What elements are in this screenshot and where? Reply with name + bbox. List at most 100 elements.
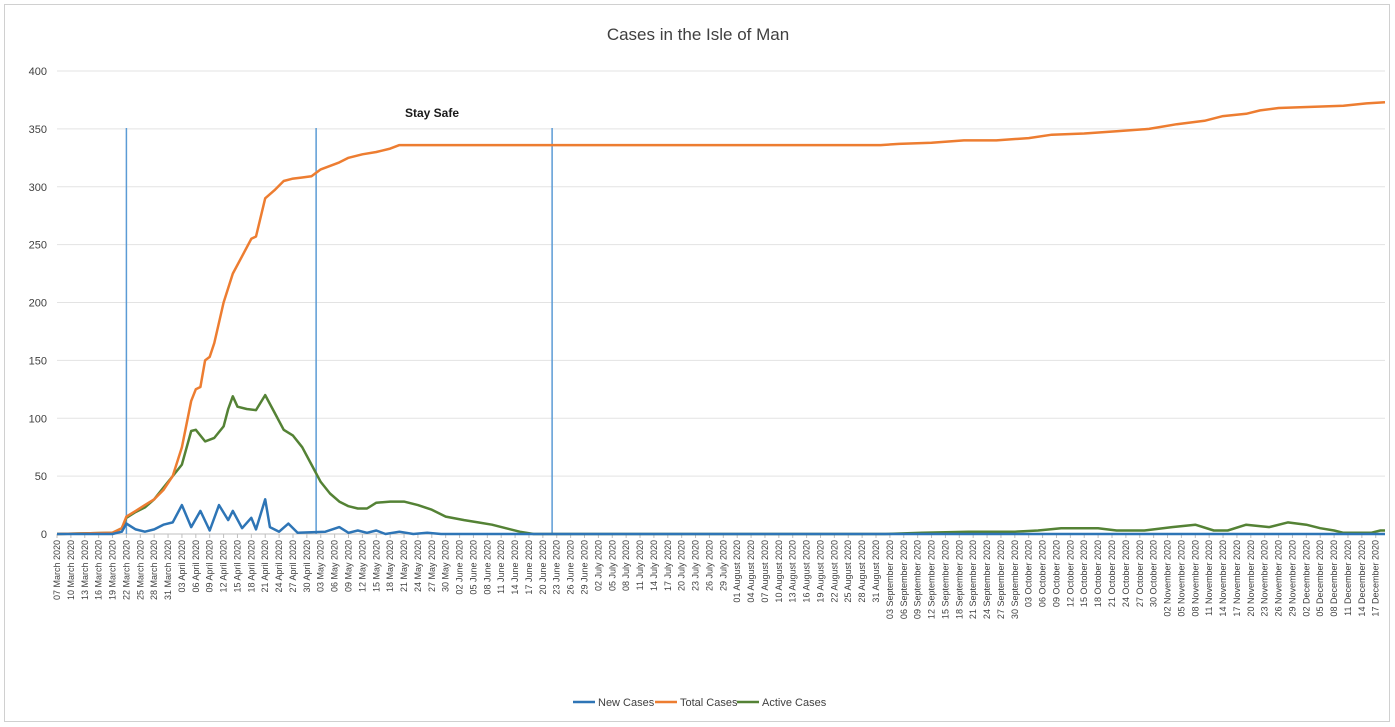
x-tick-label: 14 June 2020 (510, 540, 520, 595)
x-tick-label: 25 March 2020 (135, 540, 145, 600)
x-tick-label: 14 December 2020 (1357, 540, 1367, 617)
x-tick-label: 10 March 2020 (66, 540, 76, 600)
x-tick-label: 13 August 2020 (788, 540, 798, 603)
x-tick-label: 15 September 2020 (940, 540, 950, 619)
x-tick-label: 08 November 2020 (1190, 540, 1200, 617)
x-tick-label: 22 March 2020 (121, 540, 131, 600)
x-tick-label: 08 July 2020 (621, 540, 631, 591)
x-tick-label: 17 December 2020 (1371, 540, 1381, 617)
x-tick-label: 02 December 2020 (1301, 540, 1311, 617)
x-tick-label: 09 October 2020 (1051, 540, 1061, 607)
x-tick-label: 30 April 2020 (302, 540, 312, 593)
x-tick-label: 24 April 2020 (274, 540, 284, 593)
x-tick-label: 02 November 2020 (1163, 540, 1173, 617)
x-tick-label: 18 October 2020 (1093, 540, 1103, 607)
x-tick-label: 20 July 2020 (677, 540, 687, 591)
legend-label: Total Cases (680, 697, 738, 709)
x-tick-label: 06 October 2020 (1038, 540, 1048, 607)
x-tick-label: 06 May 2020 (330, 540, 340, 592)
x-tick-label: 21 April 2020 (260, 540, 270, 593)
x-tick-label: 05 June 2020 (468, 540, 478, 595)
x-tick-label: 18 April 2020 (246, 540, 256, 593)
x-tick-label: 17 July 2020 (663, 540, 673, 591)
x-tick-label: 24 October 2020 (1121, 540, 1131, 607)
chart-frame (4, 4, 1390, 722)
x-tick-label: 05 July 2020 (607, 540, 617, 591)
x-tick-label: 10 August 2020 (774, 540, 784, 603)
x-tick-label: 20 November 2020 (1246, 540, 1256, 617)
x-tick-label: 21 September 2020 (968, 540, 978, 619)
x-tick-label: 19 March 2020 (108, 540, 118, 600)
x-tick-label: 05 November 2020 (1176, 540, 1186, 617)
x-tick-label: 12 May 2020 (357, 540, 367, 592)
x-tick-label: 26 November 2020 (1274, 540, 1284, 617)
x-tick-label: 04 August 2020 (746, 540, 756, 603)
x-tick-label: 19 August 2020 (815, 540, 825, 603)
y-tick-label: 300 (29, 182, 47, 194)
y-tick-label: 350 (29, 124, 47, 136)
x-tick-label: 26 July 2020 (704, 540, 714, 591)
x-tick-label: 29 June 2020 (579, 540, 589, 595)
x-tick-label: 16 March 2020 (94, 540, 104, 600)
x-tick-label: 11 November 2020 (1204, 540, 1214, 616)
x-tick-label: 15 May 2020 (371, 540, 381, 592)
x-tick-label: 14 November 2020 (1218, 540, 1228, 617)
x-tick-label: 08 June 2020 (482, 540, 492, 595)
x-tick-label: 12 April 2020 (219, 540, 229, 593)
x-tick-label: 20 June 2020 (538, 540, 548, 595)
x-tick-label: 29 July 2020 (718, 540, 728, 591)
y-tick-label: 50 (35, 471, 47, 483)
legend-label: Active Cases (762, 697, 827, 709)
x-tick-label: 25 August 2020 (843, 540, 853, 603)
y-tick-label: 200 (29, 298, 47, 310)
x-tick-label: 27 April 2020 (288, 540, 298, 593)
series-line-new-cases (57, 498, 1385, 536)
x-tick-label: 12 September 2020 (927, 540, 937, 619)
x-tick-label: 15 October 2020 (1079, 540, 1089, 607)
x-tick-label: 30 September 2020 (1010, 540, 1020, 619)
legend: New Cases Total Cases Active Cases (573, 697, 827, 709)
x-tick-label: 09 September 2020 (913, 540, 923, 619)
x-tick-label: 03 September 2020 (885, 540, 895, 619)
x-tick-label: 27 September 2020 (996, 540, 1006, 619)
x-tick-label: 24 September 2020 (982, 540, 992, 619)
x-tick-label: 23 June 2020 (552, 540, 562, 595)
x-tick-label: 29 November 2020 (1287, 540, 1297, 617)
x-tick-label: 28 March 2020 (149, 540, 159, 600)
x-tick-label: 14 July 2020 (649, 540, 659, 591)
x-tick-label: 30 October 2020 (1149, 540, 1159, 607)
x-tick-label: 31 August 2020 (871, 540, 881, 603)
x-tick-label: 17 June 2020 (524, 540, 534, 595)
stay-safe-annotation: Stay Safe (405, 106, 459, 120)
series-line-total-cases (56, 101, 1386, 536)
x-tick-label: 28 August 2020 (857, 540, 867, 603)
chart-title: Cases in the Isle of Man (607, 25, 789, 44)
x-tick-label: 21 October 2020 (1107, 540, 1117, 607)
x-tick-label: 06 April 2020 (191, 540, 201, 593)
legend-label: New Cases (598, 697, 655, 709)
y-tick-label: 250 (29, 240, 47, 252)
x-tick-label: 24 May 2020 (413, 540, 423, 592)
x-tick-label: 21 May 2020 (399, 540, 409, 592)
series-line-active-cases (56, 393, 1385, 536)
x-tick-label: 06 September 2020 (899, 540, 909, 619)
x-tick-label: 15 April 2020 (232, 540, 242, 593)
x-tick-label: 27 May 2020 (427, 540, 437, 592)
x-tick-label: 17 November 2020 (1232, 540, 1242, 617)
x-tick-label: 12 October 2020 (1065, 540, 1075, 607)
x-tick-label: 09 April 2020 (205, 540, 215, 593)
x-tick-label: 11 December 2020 (1343, 540, 1353, 616)
y-tick-label: 150 (29, 355, 47, 367)
x-tick-label: 07 August 2020 (760, 540, 770, 603)
x-axis: 07 March 2020 10 March 2020 13 March 2020 1… (52, 534, 1381, 619)
x-tick-label: 02 July 2020 (593, 540, 603, 591)
x-tick-label: 11 June 2020 (496, 540, 506, 594)
x-tick-label: 27 October 2020 (1135, 540, 1145, 607)
x-tick-label: 16 August 2020 (802, 540, 812, 603)
x-tick-label: 09 May 2020 (344, 540, 354, 592)
x-tick-label: 07 March 2020 (52, 540, 62, 600)
x-tick-label: 18 May 2020 (385, 540, 395, 592)
gridlines (57, 70, 1385, 535)
x-tick-label: 23 July 2020 (691, 540, 701, 591)
x-tick-label: 22 August 2020 (829, 540, 839, 603)
